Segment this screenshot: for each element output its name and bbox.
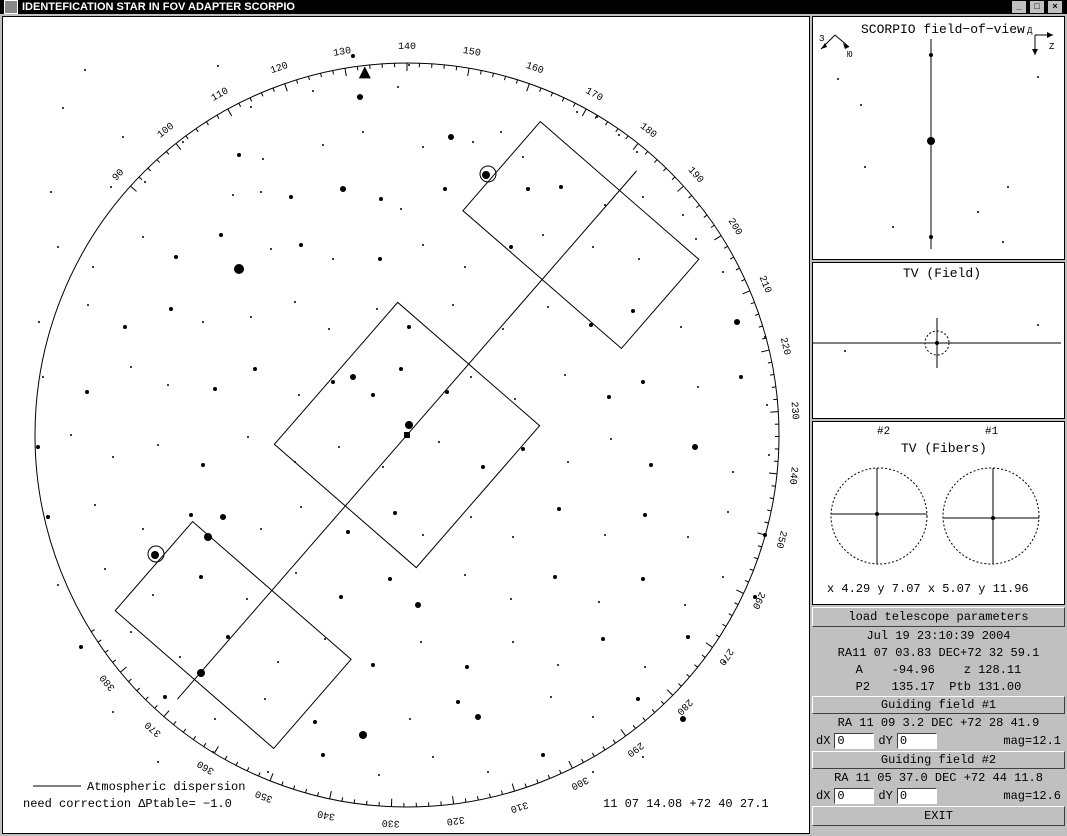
azimuth-readout: A -94.96 z 128.11 xyxy=(812,662,1065,678)
svg-text:#2: #2 xyxy=(877,426,890,438)
svg-text:150: 150 xyxy=(462,46,482,60)
svg-text:#1: #1 xyxy=(985,426,999,438)
svg-text:310: 310 xyxy=(509,798,529,814)
svg-text:220: 220 xyxy=(777,336,792,356)
svg-text:Z: Z xyxy=(1049,42,1055,52)
svg-text:Ю: Ю xyxy=(847,50,853,60)
svg-text:100: 100 xyxy=(156,121,177,141)
svg-text:need correction ΔPtable= −1.0: need correction ΔPtable= −1.0 xyxy=(23,797,232,811)
guide1-dy-input[interactable] xyxy=(897,733,937,749)
minimize-button[interactable]: _ xyxy=(1011,0,1027,14)
svg-text:З: З xyxy=(819,34,824,44)
svg-text:260: 260 xyxy=(749,589,767,610)
svg-text:130: 130 xyxy=(333,46,353,60)
guide1-header: Guiding field #1 xyxy=(812,696,1065,714)
content-area: 90 100 110 120 130 140 150 160 170 180 190 200 210 22… xyxy=(0,14,1067,836)
exit-button[interactable]: EXIT xyxy=(812,806,1065,826)
svg-text:170: 170 xyxy=(583,86,604,104)
close-button[interactable]: × xyxy=(1047,0,1063,14)
svg-text:210: 210 xyxy=(756,274,773,295)
main-window: IDENTEFICATION STAR IN FOV ADAPTER SCORP… xyxy=(0,0,1067,835)
svg-text:380: 380 xyxy=(98,672,118,693)
guide2-offsets-row: dX dY mag=12.6 xyxy=(812,787,1065,805)
svg-text:270: 270 xyxy=(716,646,735,667)
p2-readout: P2 135.17 Ptb 131.00 xyxy=(812,679,1065,695)
fov-svg: SCORPIO field−of−view З Ю Д Z xyxy=(813,17,1061,259)
guide2-dx-input[interactable] xyxy=(834,788,874,804)
svg-text:320: 320 xyxy=(446,813,465,826)
main-starfield-panel[interactable]: 90 100 110 120 130 140 150 160 170 180 190 200 210 22… xyxy=(2,16,810,834)
window-controls: _ □ × xyxy=(1011,0,1063,14)
svg-text:300: 300 xyxy=(569,773,590,791)
ra-dec-readout: RA11 07 03.83 DEC+72 32 59.1 xyxy=(812,645,1065,661)
fov-panel[interactable]: SCORPIO field−of−view З Ю Д Z xyxy=(812,16,1065,260)
svg-text:120: 120 xyxy=(269,61,290,77)
svg-text:140: 140 xyxy=(398,42,416,53)
svg-text:290: 290 xyxy=(624,739,645,758)
svg-text:Atmospheric dispersion: Atmospheric dispersion xyxy=(87,780,245,794)
dy-label: dY xyxy=(878,734,892,748)
load-params-button[interactable]: load telescope parameters xyxy=(812,607,1065,627)
svg-text:370: 370 xyxy=(143,718,164,738)
svg-text:350: 350 xyxy=(254,787,275,804)
svg-text:280: 280 xyxy=(674,696,694,717)
svg-text:340: 340 xyxy=(316,807,336,822)
tv-field-panel[interactable]: TV (Field) xyxy=(812,262,1065,419)
dx-label: dX xyxy=(816,789,830,803)
guide2-radec: RA 11 05 37.0 DEC +72 44 11.8 xyxy=(812,770,1065,786)
window-title: IDENTEFICATION STAR IN FOV ADAPTER SCORP… xyxy=(22,1,1011,13)
guide1-mag: mag=12.1 xyxy=(941,734,1061,748)
guide2-mag: mag=12.6 xyxy=(941,789,1061,803)
dx-label: dX xyxy=(816,734,830,748)
guide1-offsets-row: dX dY mag=12.1 xyxy=(812,732,1065,750)
svg-text:190: 190 xyxy=(685,165,705,186)
guide1-radec: RA 11 09 3.2 DEC +72 28 41.9 xyxy=(812,715,1065,731)
app-icon xyxy=(4,0,18,14)
svg-text:11 07 14.08 +72 40 27.1: 11 07 14.08 +72 40 27.1 xyxy=(603,797,769,811)
maximize-button[interactable]: □ xyxy=(1029,0,1045,14)
svg-text:250: 250 xyxy=(773,529,788,549)
svg-text:330: 330 xyxy=(382,816,400,828)
svg-text:160: 160 xyxy=(524,61,545,77)
svg-text:SCORPIO field−of−view: SCORPIO field−of−view xyxy=(861,22,1025,37)
svg-text:110: 110 xyxy=(210,86,231,104)
svg-text:90: 90 xyxy=(111,168,127,184)
dy-label: dY xyxy=(878,789,892,803)
starfield-svg: 90 100 110 120 130 140 150 160 170 180 190 200 210 22… xyxy=(3,17,811,829)
svg-text:240: 240 xyxy=(786,466,799,485)
svg-text:Д: Д xyxy=(1027,26,1033,36)
svg-text:230: 230 xyxy=(788,401,800,420)
guide1-dx-input[interactable] xyxy=(834,733,874,749)
svg-text:200: 200 xyxy=(725,217,744,238)
guide2-dy-input[interactable] xyxy=(897,788,937,804)
tv-fibers-svg: #2 #1 TV (Fibers) x 4.29 y 7.07 x 5.07 y 11… xyxy=(813,422,1061,604)
datetime-readout: Jul 19 23:10:39 2004 xyxy=(812,628,1065,644)
svg-text:TV (Field): TV (Field) xyxy=(903,266,981,281)
svg-text:360: 360 xyxy=(196,757,217,776)
guide2-header: Guiding field #2 xyxy=(812,751,1065,769)
tv-fibers-panel[interactable]: #2 #1 TV (Fibers) x 4.29 y 7.07 x 5.07 y 11… xyxy=(812,421,1065,605)
parameters-panel: load telescope parameters Jul 19 23:10:3… xyxy=(812,607,1065,834)
tv-field-svg: TV (Field) xyxy=(813,263,1061,418)
svg-text:x 4.29 y 7.07 x 5.07 y 11.: x 4.29 y 7.07 x 5.07 y 11.96 xyxy=(827,582,1029,596)
titlebar: IDENTEFICATION STAR IN FOV ADAPTER SCORP… xyxy=(0,0,1067,14)
side-column: SCORPIO field−of−viewЗЮДZ TV (Field) #2#… xyxy=(812,16,1065,834)
svg-text:180: 180 xyxy=(637,121,658,141)
svg-text:TV (Fibers): TV (Fibers) xyxy=(901,441,987,456)
